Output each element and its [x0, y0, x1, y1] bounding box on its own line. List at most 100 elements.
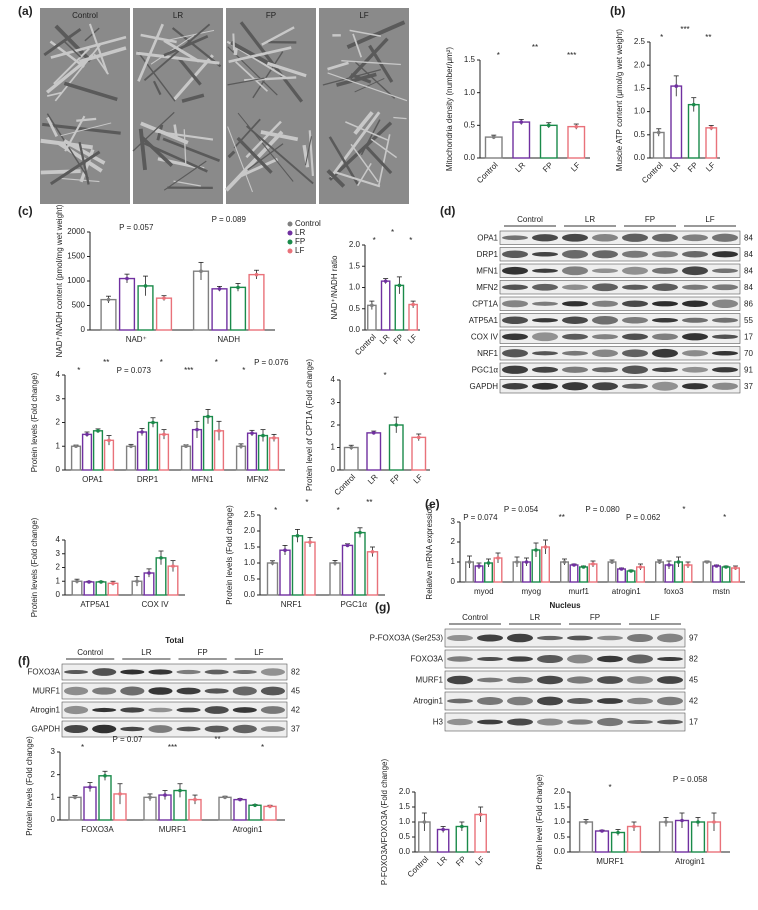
mean-dot: [118, 792, 122, 796]
mean-dot: [147, 571, 151, 575]
blot-band: [592, 300, 618, 307]
bar: [263, 805, 277, 821]
blot-band: [622, 284, 648, 290]
significance: P = 0.074: [463, 513, 498, 522]
y-tick-label: 3: [56, 394, 61, 403]
y-tick-label: 1000: [67, 276, 85, 285]
mean-dot: [96, 429, 100, 433]
y-tick-label: 1.5: [464, 55, 476, 64]
blot-band: [592, 250, 618, 259]
micrograph-texture: [326, 169, 346, 188]
micrograph-texture: [227, 126, 254, 193]
x-tick-label: LR: [435, 854, 449, 868]
legend-swatch: [287, 230, 293, 236]
blot-band: [562, 350, 588, 356]
mean-dot: [223, 795, 227, 800]
blot-kda: 84: [744, 266, 753, 275]
blot-band: [562, 233, 588, 242]
blot-band: [652, 233, 678, 242]
blot-band: [657, 676, 683, 684]
micrograph-texture: [233, 48, 238, 56]
blot-band: [537, 654, 563, 664]
significance: *: [409, 236, 412, 245]
significance: P = 0.073: [117, 366, 152, 375]
significance: P = 0.057: [119, 223, 154, 232]
blot-band: [537, 675, 563, 685]
y-axis-label: Mitochondria density (number/μm²): [445, 47, 454, 172]
blot-band: [176, 707, 201, 713]
significance: ***: [184, 366, 193, 375]
x-tick-label: Atrogin1: [233, 825, 263, 834]
y-axis-label: NAD⁺/NADH ratio: [330, 255, 339, 319]
bar: [687, 103, 700, 159]
significance: *: [723, 513, 726, 522]
mean-dot: [619, 567, 624, 571]
blot-band: [622, 233, 648, 242]
blot-title: Total: [165, 636, 184, 645]
x-tick-label: LF: [474, 854, 487, 867]
mean-dot: [705, 560, 709, 564]
mean-dot: [217, 429, 221, 433]
mean-dot: [345, 543, 350, 548]
micrograph-texture: [54, 43, 102, 102]
mean-dot: [140, 430, 144, 434]
significance: **: [705, 33, 711, 42]
mean-dot: [674, 84, 679, 88]
blot-band: [120, 726, 145, 732]
blot-band: [92, 668, 117, 676]
bar: [411, 436, 427, 471]
micrograph-texture: [327, 72, 408, 102]
x-tick-label: Atrogin1: [675, 857, 705, 866]
blot-band: [502, 349, 528, 358]
blot-strip: [61, 720, 288, 738]
mean-dot: [616, 830, 620, 835]
significance: *: [215, 358, 218, 367]
micrograph-texture: [227, 150, 236, 159]
blot-band: [562, 249, 588, 259]
micrograph-texture: [247, 143, 284, 171]
y-tick-label: 2.0: [634, 60, 646, 69]
micrograph-texture: [49, 150, 101, 186]
blot-band: [567, 635, 593, 641]
blot-band: [537, 718, 563, 726]
micrograph-texture: [341, 59, 401, 66]
blot-group: Control: [462, 613, 488, 622]
mean-dot: [534, 548, 538, 552]
bar: [211, 288, 228, 331]
significance: P = 0.062: [626, 513, 661, 522]
blot-band: [712, 233, 738, 242]
micrograph: [226, 112, 316, 204]
y-tick-label: 0.0: [554, 847, 566, 856]
mean-dot: [610, 560, 614, 564]
micrograph-texture: [64, 115, 86, 152]
x-tick-label: FP: [454, 855, 468, 869]
y-tick-label: 4: [56, 535, 61, 544]
blot-band: [657, 719, 683, 725]
micrograph-texture: [163, 160, 207, 191]
mean-dot: [206, 414, 210, 419]
mean-dot: [333, 561, 337, 565]
blot-band: [502, 316, 528, 325]
mean-dot: [111, 581, 115, 586]
blot-label: FOXO3A: [28, 668, 61, 677]
micrograph-texture: [233, 118, 261, 149]
micrograph-texture: [152, 80, 162, 96]
legend-swatch: [287, 221, 293, 227]
blot-band: [532, 382, 558, 390]
blot-strip: [499, 263, 741, 278]
x-tick-label: Control: [333, 472, 358, 497]
blot-band: [260, 726, 285, 732]
mean-dot: [370, 303, 374, 308]
blot-band: [532, 252, 558, 257]
significance: ***: [567, 51, 576, 60]
x-tick-label: FP: [392, 333, 406, 347]
micrograph-texture: [228, 46, 292, 64]
significance: *: [337, 506, 340, 515]
significance: P = 0.080: [585, 505, 620, 514]
micrograph-texture: [261, 26, 295, 46]
micrograph-texture: [349, 29, 381, 37]
mean-dot: [632, 824, 636, 829]
bar: [655, 561, 665, 583]
blot-band: [507, 633, 533, 643]
blot-band: [232, 669, 257, 675]
